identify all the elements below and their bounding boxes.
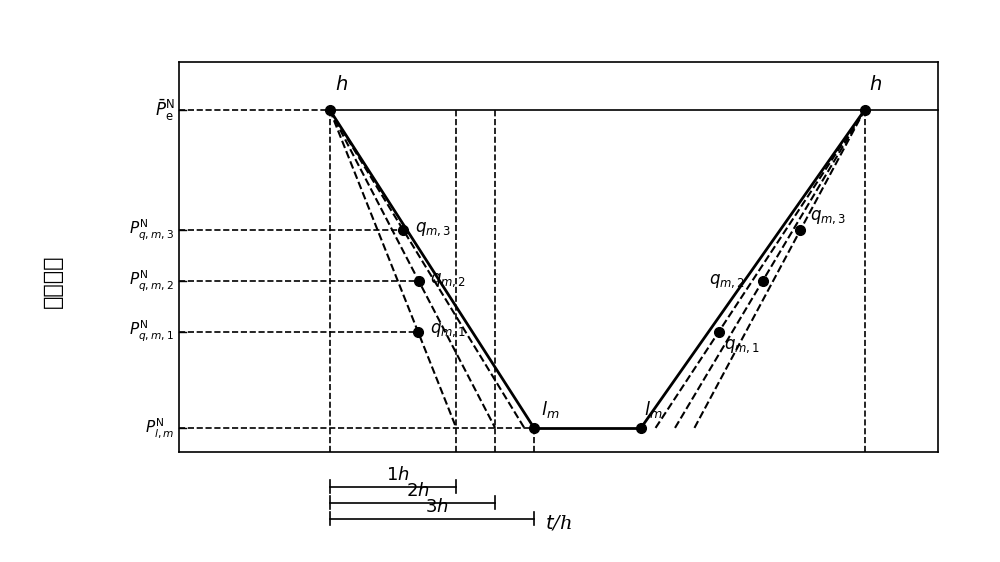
Text: $1h$: $1h$ <box>386 466 410 484</box>
Text: $q_{m,2}$: $q_{m,2}$ <box>709 272 745 290</box>
Text: $h$: $h$ <box>335 75 348 94</box>
Text: $q_{m,2}$: $q_{m,2}$ <box>430 271 467 289</box>
Text: $q_{m,3}$: $q_{m,3}$ <box>810 209 846 226</box>
Text: 核电功率: 核电功率 <box>43 254 63 308</box>
Text: $q_{m,1}$: $q_{m,1}$ <box>430 322 466 339</box>
Text: $q_{m,1}$: $q_{m,1}$ <box>724 337 760 355</box>
Text: $P_{q,m,3}^{\rm N}$: $P_{q,m,3}^{\rm N}$ <box>129 217 174 243</box>
Text: $2h$: $2h$ <box>406 482 429 500</box>
Text: $P_{q,m,1}^{\rm N}$: $P_{q,m,1}^{\rm N}$ <box>129 319 174 345</box>
Text: $P_{l,m}^{\rm N}$: $P_{l,m}^{\rm N}$ <box>145 416 174 440</box>
Text: $\bar{P}_{\rm e}^{\rm N}$: $\bar{P}_{\rm e}^{\rm N}$ <box>155 97 174 123</box>
Text: $P_{q,m,2}^{\rm N}$: $P_{q,m,2}^{\rm N}$ <box>129 269 174 293</box>
Text: $q_{m,3}$: $q_{m,3}$ <box>415 220 451 238</box>
Text: $l_m$: $l_m$ <box>541 399 559 420</box>
Text: $h$: $h$ <box>869 75 882 94</box>
Text: $l_m$: $l_m$ <box>644 399 662 420</box>
Text: $3h$: $3h$ <box>425 498 449 516</box>
Text: $t$/h: $t$/h <box>545 513 572 532</box>
